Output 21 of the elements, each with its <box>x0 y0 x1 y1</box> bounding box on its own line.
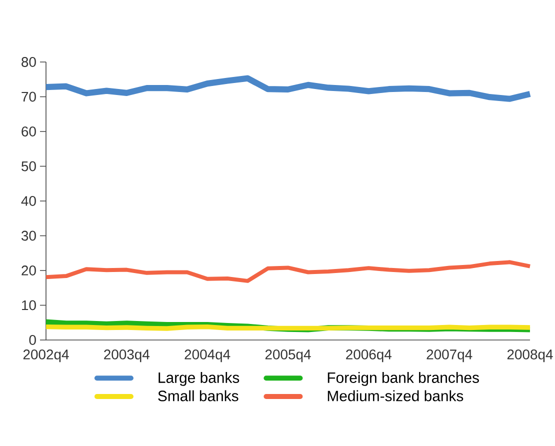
line-series <box>44 260 532 283</box>
y-tick-label: 60 <box>22 126 36 136</box>
x-tick-label: 2005q4 <box>265 350 311 362</box>
x-tick-label: 2004q4 <box>184 350 230 362</box>
legend-label: Medium-sized banks <box>328 390 464 402</box>
x-tick-label: 2008q4 <box>507 350 553 362</box>
legend-label: Foreign bank branches <box>328 372 479 386</box>
y-tick-label: 20 <box>22 266 36 276</box>
y-tick-label: 70 <box>22 92 36 102</box>
legend-label: Large banks <box>158 372 240 386</box>
y-tick-label: 10 <box>22 300 36 310</box>
x-tick-label: 2003q4 <box>104 350 150 362</box>
y-tick-label: 50 <box>22 161 36 172</box>
x-tick-label: 2006q4 <box>346 350 392 362</box>
legend-label: Small banks <box>158 390 238 402</box>
x-tick-label: 2002q4 <box>23 350 69 362</box>
y-tick-label: 80 <box>22 57 36 67</box>
y-tick-label: 30 <box>21 230 36 241</box>
y-tick-label: 0 <box>29 335 36 345</box>
y-tick-label: 40 <box>21 196 36 206</box>
x-tick-label: 2007q4 <box>426 350 472 362</box>
